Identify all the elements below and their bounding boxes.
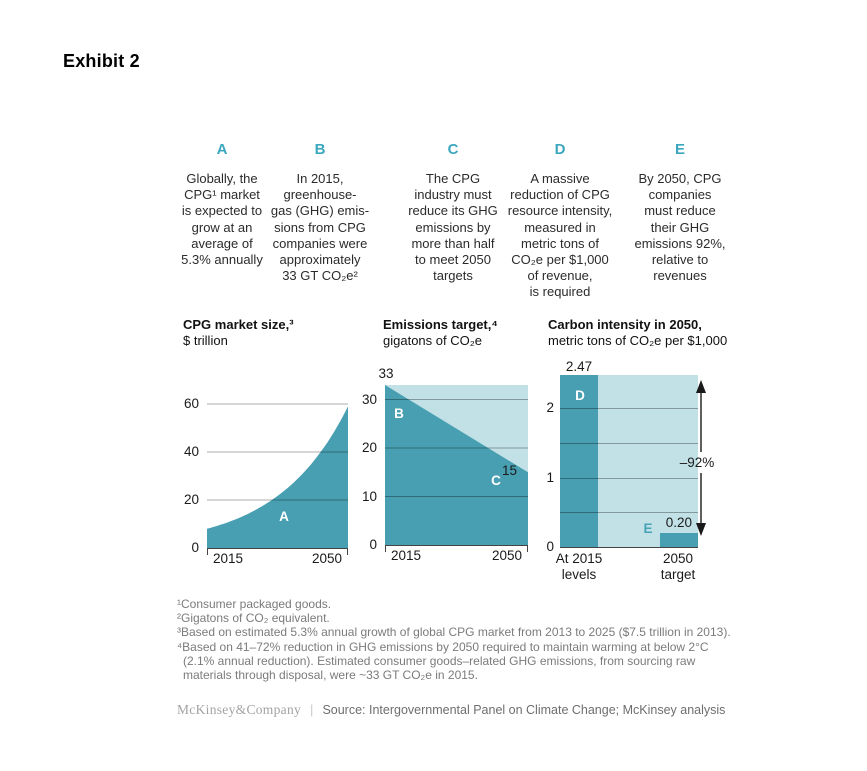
- bar-d-value-label: 2.47: [565, 359, 593, 374]
- gridline-1: [560, 478, 698, 479]
- chart2-ytick-20: 20: [361, 440, 377, 456]
- footnote-4: ⁴Based on 41–72% reduction in GHG emissi…: [177, 639, 709, 683]
- chart3-title: Carbon intensity in 2050,: [548, 317, 702, 332]
- chart3-ytick-1: 1: [546, 469, 554, 485]
- chart1-xtick-2050: 2050: [311, 551, 342, 566]
- footer: McKinsey&Company | Source: Intergovernme…: [177, 702, 725, 718]
- footnotes: ¹Consumer packaged goods. ²Gigatons of C…: [177, 597, 739, 682]
- chart2-ytick-30: 30: [361, 391, 377, 407]
- chart1-ytick-60: 60: [183, 396, 199, 411]
- chart1-xaxis-line: [207, 548, 348, 549]
- footnote-2: ²Gigatons of CO₂ equivalent.: [177, 611, 330, 626]
- chart2-xaxis-tick-right: [527, 545, 528, 552]
- callout-b: B In 2015, greenhouse- gas (GHG) emis- s…: [255, 141, 385, 284]
- arrow-head-up: [696, 380, 706, 393]
- chart1-title-block: CPG market size,³ $ trillion: [183, 317, 294, 349]
- chart1-plot: [207, 403, 348, 548]
- callout-a: A Globally, the CPG¹ market is expected …: [157, 141, 287, 268]
- emissions-path-area: [385, 385, 528, 545]
- chart3-xtick-2015: At 2015 levels: [555, 551, 603, 582]
- chart3-xaxis-line: [560, 547, 698, 548]
- delta-label: –92%: [679, 455, 715, 470]
- gridline-0.5: [560, 512, 698, 513]
- footnote-3: ³Based on estimated 5.3% annual growth o…: [177, 625, 731, 640]
- chart2-end-value-label: 15: [502, 463, 518, 479]
- callout-c-text: The CPG industry must reduce its GHG emi…: [408, 171, 498, 284]
- footnote-1: ¹Consumer packaged goods.: [177, 597, 332, 611]
- callout-e-text: By 2050, CPG companies must reduce their…: [634, 171, 726, 284]
- chart3-ytick-0: 0: [546, 539, 554, 554]
- chart1-xtick-2015: 2015: [213, 551, 244, 566]
- chart1-ytick-40: 40: [183, 444, 199, 459]
- chart2-top-value-label: 33: [378, 366, 394, 382]
- chart1-xaxis-tick-left: [207, 548, 208, 555]
- chart2-xaxis-line: [385, 545, 528, 546]
- callout-b-text: In 2015, greenhouse- gas (GHG) emis- sio…: [270, 171, 370, 284]
- chart1-xaxis-tick-right: [347, 548, 348, 555]
- callout-d-letter: D: [554, 141, 566, 158]
- callout-e: E By 2050, CPG companies must reduce the…: [615, 141, 745, 284]
- callout-a-letter: A: [216, 141, 228, 158]
- chart3-ytick-2: 2: [546, 400, 554, 415]
- bar-at-2015-levels: [560, 375, 598, 547]
- callout-b-letter: B: [314, 141, 326, 158]
- chart1-series-letter: A: [279, 509, 289, 524]
- chart3-title-block: Carbon intensity in 2050, metric tons of…: [548, 317, 727, 349]
- chart1-ytick-20: 20: [183, 492, 199, 507]
- chart2-ytick-10: 10: [361, 488, 377, 504]
- callout-c-letter: C: [447, 141, 459, 158]
- callout-a-text: Globally, the CPG¹ market is expected to…: [181, 171, 263, 268]
- bar-d-letter: D: [575, 388, 585, 403]
- chart2-ytick-0: 0: [369, 537, 377, 552]
- source-line: Source: Intergovernmental Panel on Clima…: [322, 703, 726, 717]
- chart2-subtitle: gigatons of CO₂e: [383, 333, 482, 348]
- chart2-plot: [385, 385, 528, 545]
- chart3-xtick-2050: 2050 target: [660, 551, 696, 582]
- chart2-xaxis-tick-left: [385, 545, 386, 552]
- gridline-1.5: [560, 443, 698, 444]
- chart3-subtitle: metric tons of CO₂e per $1,000: [548, 333, 728, 348]
- chart2-title-block: Emissions target,⁴ gigatons of CO₂e: [383, 317, 498, 349]
- chart2-letter-b: B: [394, 406, 404, 421]
- chart2-title: Emissions target,⁴: [383, 317, 498, 332]
- callout-d-text: A massive reduction of CPG resource inte…: [507, 171, 613, 300]
- chart1-subtitle: $ trillion: [183, 333, 228, 348]
- callout-d: D A massive reduction of CPG resource in…: [495, 141, 625, 301]
- chart2-xtick-2050: 2050: [491, 548, 522, 563]
- footer-separator: |: [310, 702, 314, 717]
- delta-arrow: [696, 380, 706, 536]
- callout-c: C The CPG industry must reduce its GHG e…: [388, 141, 518, 284]
- chart1-ytick-0: 0: [191, 540, 199, 555]
- market-growth-area: [207, 406, 348, 548]
- bar-2050-target: [660, 533, 698, 547]
- callout-e-letter: E: [674, 141, 685, 158]
- gridline-2: [560, 408, 698, 409]
- exhibit-title: Exhibit 2: [63, 51, 140, 71]
- bar-e-value-label: 0.20: [665, 515, 692, 530]
- mckinsey-logo: McKinsey&Company: [177, 702, 302, 717]
- bar-e-letter: E: [643, 521, 653, 536]
- arrow-head-down: [696, 523, 706, 536]
- chart2-letter-c: C: [491, 473, 501, 488]
- chart2-xtick-2015: 2015: [391, 548, 422, 563]
- chart1-title: CPG market size,³: [183, 317, 294, 332]
